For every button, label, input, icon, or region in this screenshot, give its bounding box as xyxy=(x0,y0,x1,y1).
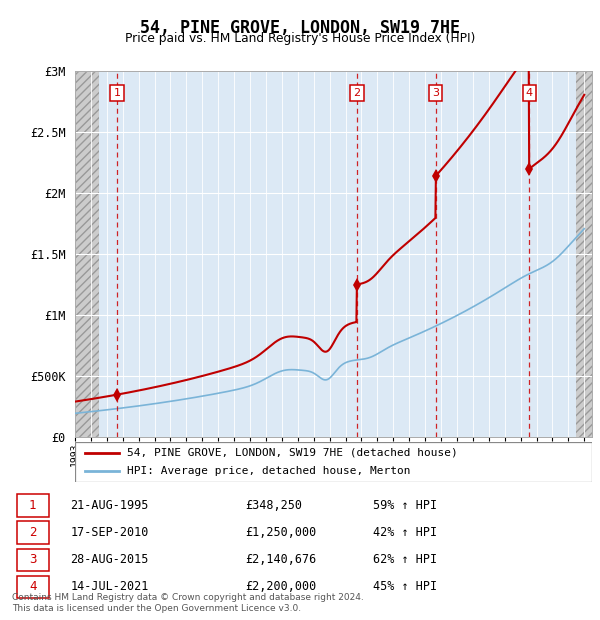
Text: 62% ↑ HPI: 62% ↑ HPI xyxy=(373,553,437,566)
Text: 17-SEP-2010: 17-SEP-2010 xyxy=(70,526,149,539)
Text: 54, PINE GROVE, LONDON, SW19 7HE: 54, PINE GROVE, LONDON, SW19 7HE xyxy=(140,19,460,37)
Text: 42% ↑ HPI: 42% ↑ HPI xyxy=(373,526,437,539)
Text: 3: 3 xyxy=(29,553,37,566)
Text: £2,140,676: £2,140,676 xyxy=(245,553,316,566)
Text: 54, PINE GROVE, LONDON, SW19 7HE (detached house): 54, PINE GROVE, LONDON, SW19 7HE (detach… xyxy=(127,448,457,458)
Text: 21-AUG-1995: 21-AUG-1995 xyxy=(70,499,149,512)
Text: £2,200,000: £2,200,000 xyxy=(245,580,316,593)
Text: 28-AUG-2015: 28-AUG-2015 xyxy=(70,553,149,566)
Text: 3: 3 xyxy=(432,88,439,98)
Bar xyxy=(75,71,99,437)
Bar xyxy=(17,575,49,598)
Text: 14-JUL-2021: 14-JUL-2021 xyxy=(70,580,149,593)
Bar xyxy=(17,549,49,571)
Text: 1: 1 xyxy=(29,499,37,512)
Text: 2: 2 xyxy=(29,526,37,539)
Text: £1,250,000: £1,250,000 xyxy=(245,526,316,539)
Text: Contains HM Land Registry data © Crown copyright and database right 2024.
This d: Contains HM Land Registry data © Crown c… xyxy=(12,593,364,613)
Text: 1: 1 xyxy=(113,88,121,98)
Bar xyxy=(17,521,49,544)
Text: 4: 4 xyxy=(526,88,533,98)
Text: 2: 2 xyxy=(353,88,361,98)
Text: 59% ↑ HPI: 59% ↑ HPI xyxy=(373,499,437,512)
Text: 45% ↑ HPI: 45% ↑ HPI xyxy=(373,580,437,593)
Bar xyxy=(576,71,592,437)
Bar xyxy=(17,494,49,516)
Text: Price paid vs. HM Land Registry's House Price Index (HPI): Price paid vs. HM Land Registry's House … xyxy=(125,32,475,45)
Text: 4: 4 xyxy=(29,580,37,593)
Text: £348,250: £348,250 xyxy=(245,499,302,512)
Text: HPI: Average price, detached house, Merton: HPI: Average price, detached house, Mert… xyxy=(127,466,410,477)
